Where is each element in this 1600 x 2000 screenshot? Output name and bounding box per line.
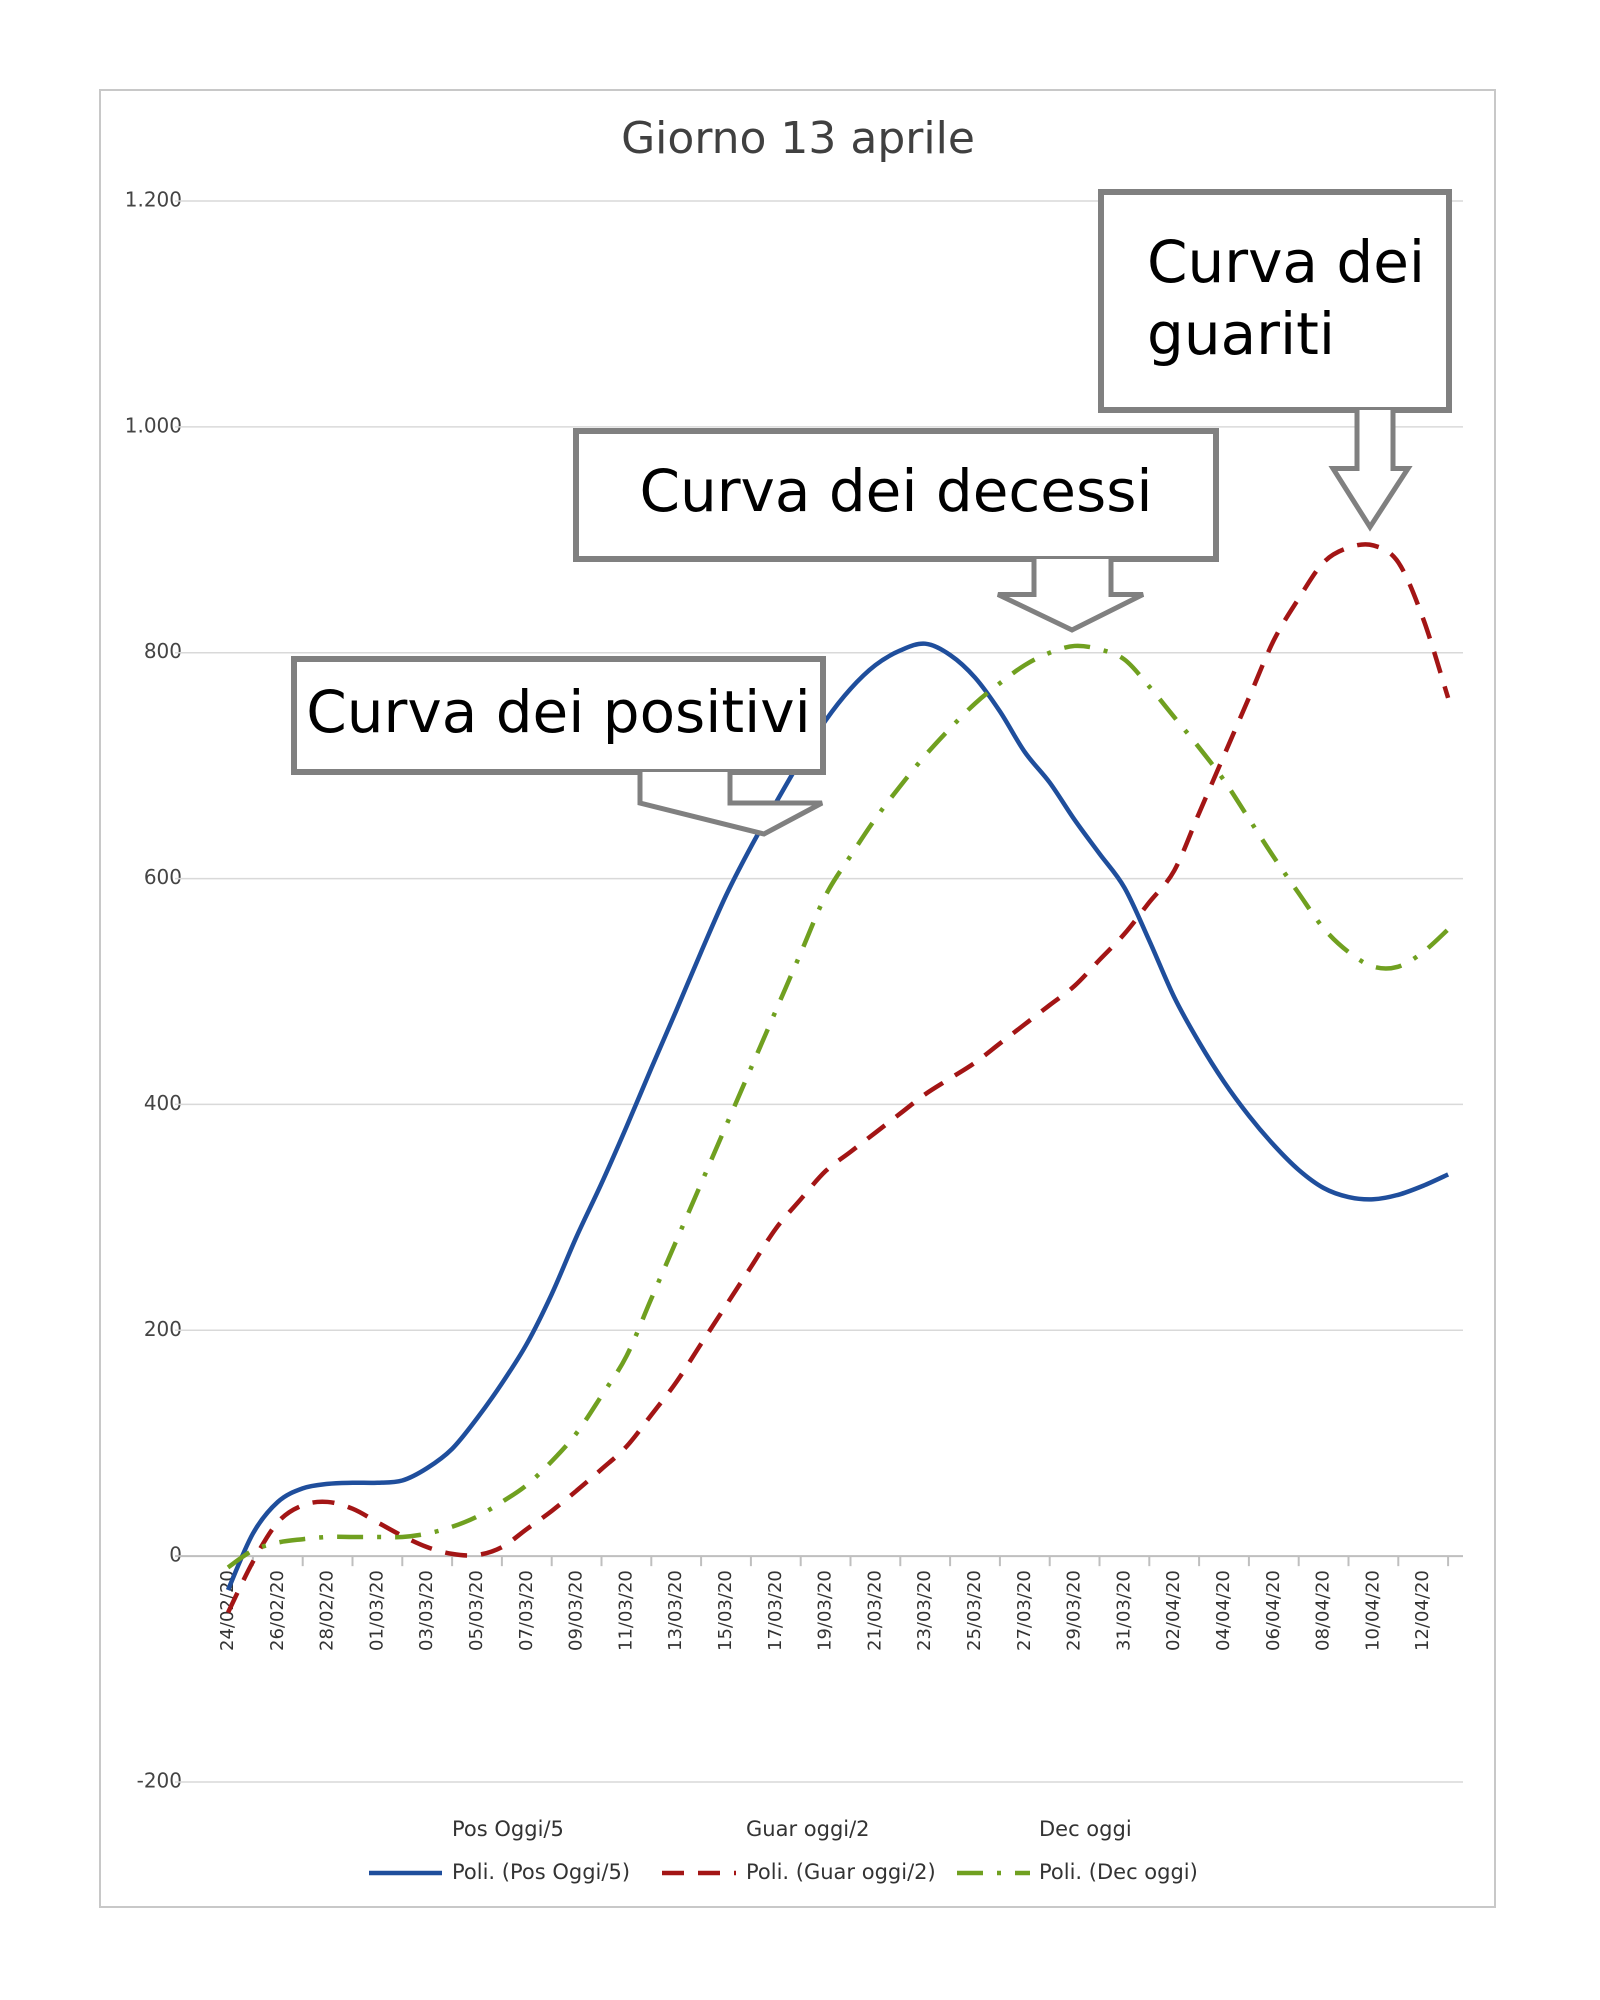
callout-text: Curva dei: [1147, 228, 1425, 296]
y-tick-label: 0: [169, 1543, 182, 1567]
callout-box: [1098, 189, 1452, 413]
x-tick-label: 13/03/20: [665, 1570, 686, 1651]
x-tick-label: 02/04/20: [1163, 1570, 1184, 1651]
callout-box: [573, 428, 1219, 562]
x-tick-label: 04/04/20: [1213, 1570, 1234, 1651]
x-tick-label: 17/03/20: [765, 1570, 786, 1651]
y-tick-label: 600: [144, 865, 182, 889]
legend-label: Guar oggi/2: [746, 1817, 870, 1841]
y-tick-label: 1.000: [125, 413, 182, 437]
callout-text: guariti: [1147, 300, 1335, 368]
x-tick-label: 25/03/20: [964, 1570, 985, 1651]
x-tick-label: 10/04/20: [1362, 1570, 1383, 1651]
x-tick-label: 28/02/20: [317, 1570, 338, 1651]
x-tick-label: 01/03/20: [366, 1570, 387, 1651]
callout-box: [291, 656, 826, 775]
callout-arrow: [1328, 410, 1413, 532]
y-tick-label: 400: [144, 1091, 182, 1115]
legend-label: Pos Oggi/5: [452, 1817, 564, 1841]
x-tick-label: 03/03/20: [416, 1570, 437, 1651]
x-tick-label: 15/03/20: [715, 1570, 736, 1651]
x-tick-label: 06/04/20: [1263, 1570, 1284, 1651]
series-line: [226, 643, 1450, 1570]
legend-label: Poli. (Dec oggi): [1039, 1860, 1198, 1884]
x-tick-label: 11/03/20: [615, 1570, 636, 1651]
x-tick-label: 09/03/20: [566, 1570, 587, 1651]
x-tick-label: 31/03/20: [1113, 1570, 1134, 1651]
y-tick-label: 1.200: [125, 188, 182, 212]
x-tick-label: 26/02/20: [267, 1570, 288, 1651]
x-tick-label: 27/03/20: [1014, 1570, 1035, 1651]
chart-title: Giorno 13 aprile: [621, 113, 975, 164]
x-tick-label: 23/03/20: [914, 1570, 935, 1651]
callout-text: Curva dei positivi: [306, 678, 810, 746]
x-tick-label: 05/03/20: [466, 1570, 487, 1651]
y-tick-label: 200: [144, 1317, 182, 1341]
x-tick-label: 08/04/20: [1313, 1570, 1334, 1651]
x-tick-label: 29/03/20: [1064, 1570, 1085, 1651]
legend-label: Poli. (Pos Oggi/5): [452, 1860, 630, 1884]
legend-label: Dec oggi: [1039, 1817, 1132, 1841]
x-tick-label: 12/04/20: [1412, 1570, 1433, 1651]
callout-text: Curva dei decessi: [639, 457, 1152, 525]
x-tick-label: 21/03/20: [864, 1570, 885, 1651]
series-line: [225, 641, 1450, 1591]
series-line: [225, 542, 1451, 1614]
y-tick-label: -200: [137, 1769, 182, 1793]
y-tick-label: 800: [144, 639, 182, 663]
callout-arrow: [996, 559, 1145, 633]
x-tick-label: 07/03/20: [516, 1570, 537, 1651]
callout: Curva dei positivi: [291, 656, 826, 837]
legend-label: Poli. (Guar oggi/2): [746, 1860, 936, 1884]
x-tick-label: 19/03/20: [815, 1570, 836, 1651]
callout: Curva dei decessi: [573, 428, 1219, 633]
callout-arrow: [637, 772, 824, 837]
